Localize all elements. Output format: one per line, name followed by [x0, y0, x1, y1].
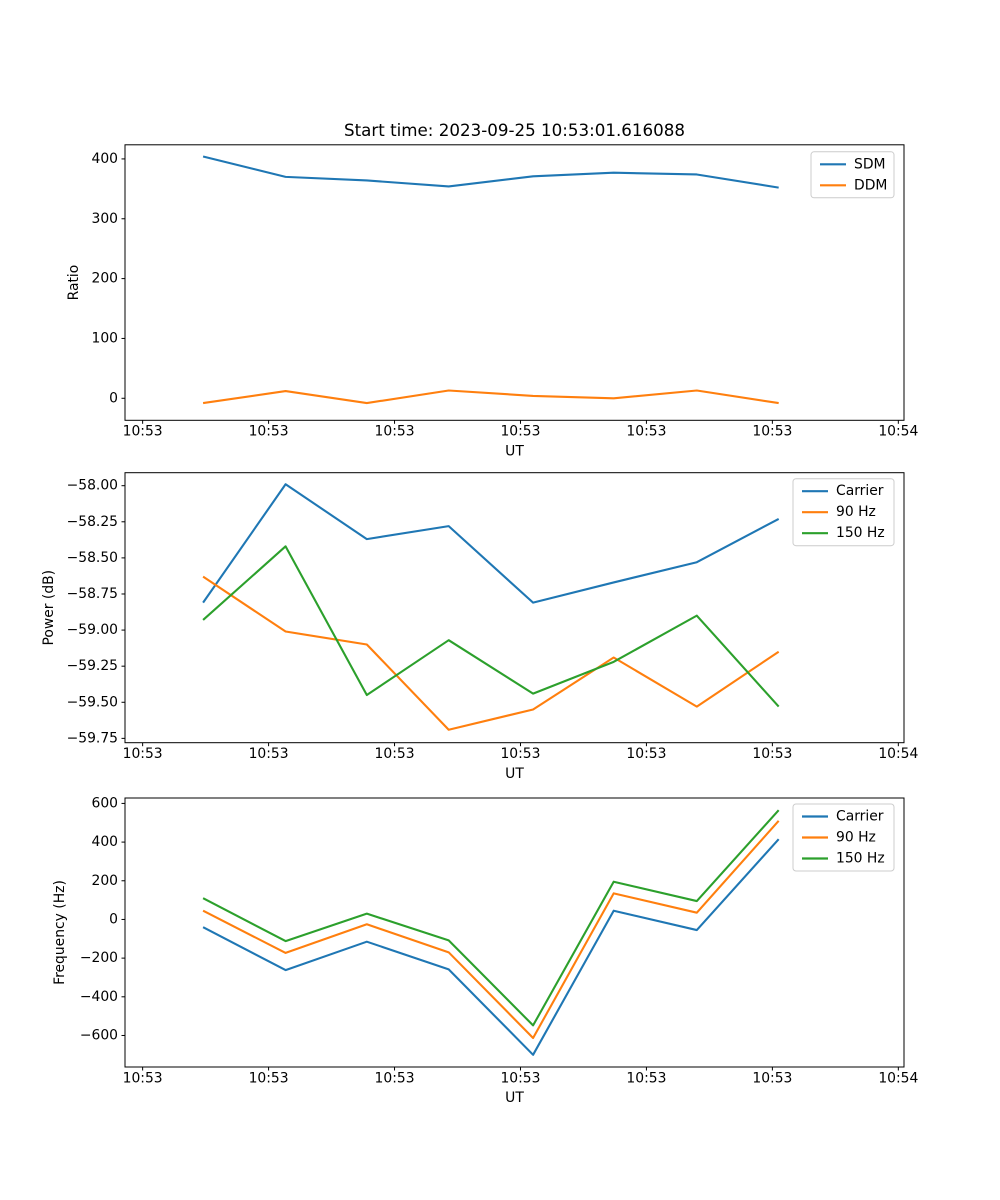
- y-tick-label: −59.50: [67, 694, 118, 710]
- figure-title: Start time: 2023-09-25 10:53:01.616088: [344, 120, 685, 140]
- x-tick-label: 10:53: [752, 1070, 792, 1086]
- x-tick-label: 10:53: [375, 746, 415, 762]
- y-tick-label: −58.25: [67, 514, 118, 530]
- y-tick-label: 200: [91, 271, 118, 287]
- legend: Carrier 90 Hz 150 Hz: [792, 478, 895, 547]
- series-line-ddm: [202, 389, 779, 405]
- x-tick-label: 10:53: [626, 746, 666, 762]
- y-tick-label: −59.75: [67, 730, 118, 746]
- x-tick-label: 10:53: [626, 424, 666, 440]
- y-tick-label: 400: [91, 834, 118, 850]
- legend-label: DDM: [854, 177, 887, 193]
- x-tick-label: 10:53: [752, 424, 792, 440]
- series-line-90-hz: [202, 820, 780, 1040]
- y-tick-label: −600: [80, 1027, 118, 1043]
- x-tick-label: 10:53: [249, 424, 289, 440]
- y-axis-label: Power (dB): [41, 570, 57, 646]
- legend-label: Carrier: [836, 483, 884, 499]
- legend-label: Carrier: [836, 809, 884, 825]
- x-tick-label: 10:53: [123, 424, 163, 440]
- y-tick-label: 300: [91, 211, 118, 227]
- x-tick-label: 10:53: [500, 424, 540, 440]
- series-line-150-hz: [202, 809, 780, 1027]
- series-line-150-hz: [202, 545, 780, 708]
- x-tick-label: 10:53: [375, 424, 415, 440]
- x-tick-label: 10:53: [249, 1070, 289, 1086]
- series-line-carrier: [202, 838, 780, 1056]
- power-plot: 10:53 10:53 10:53 10:53 10:53 10:53 10:54 −58.0…: [41, 472, 919, 782]
- x-tick-label: 10:54: [878, 1070, 918, 1086]
- y-tick-label: −59.25: [67, 658, 118, 674]
- y-tick-label: −200: [80, 950, 118, 966]
- legend-label: 150 Hz: [836, 851, 885, 867]
- y-tick-label: 600: [91, 795, 118, 811]
- y-tick-label: −400: [80, 989, 118, 1005]
- y-tick-label: 100: [91, 330, 118, 346]
- series-line-sdm: [202, 155, 779, 189]
- y-tick-label: −58.50: [67, 550, 118, 566]
- y-axis-label: Frequency (Hz): [52, 880, 68, 985]
- x-tick-label: 10:53: [123, 1070, 163, 1086]
- legend-box: [792, 478, 895, 547]
- series-line-90-hz: [202, 575, 780, 731]
- legend: SDM DDM: [810, 151, 895, 199]
- legend-label: SDM: [854, 156, 886, 172]
- x-axis-label: UT: [505, 766, 524, 782]
- x-tick-label: 10:53: [249, 746, 289, 762]
- frequency-plot: 10:53 10:53 10:53 10:53 10:53 10:53 10:54 600 40…: [52, 795, 919, 1106]
- x-axis-label: UT: [505, 443, 524, 459]
- x-tick-label: 10:53: [123, 746, 163, 762]
- x-axis-label: UT: [505, 1090, 524, 1106]
- x-tick-label: 10:53: [500, 746, 540, 762]
- legend-label: 150 Hz: [836, 525, 885, 541]
- y-tick-label: −58.75: [67, 586, 118, 602]
- axes-frame: [124, 472, 905, 744]
- axes-frame: [124, 797, 905, 1068]
- y-tick-label: −59.00: [67, 622, 118, 638]
- y-tick-label: −58.00: [67, 478, 118, 494]
- x-tick-label: 10:54: [878, 746, 918, 762]
- y-tick-label: 200: [91, 873, 118, 889]
- legend-box: [792, 803, 895, 872]
- y-tick-label: 0: [109, 911, 118, 927]
- x-tick-label: 10:53: [500, 1070, 540, 1086]
- x-tick-label: 10:53: [375, 1070, 415, 1086]
- legend-label: 90 Hz: [836, 504, 876, 520]
- y-tick-label: 400: [91, 151, 118, 167]
- axes-frame: [124, 144, 905, 421]
- y-tick-label: 0: [109, 390, 118, 406]
- legend: Carrier 90 Hz 150 Hz: [792, 803, 895, 872]
- ratio-plot: 10:53 10:53 10:53 10:53 10:53 10:53 10:54 0 100 2…: [66, 144, 919, 459]
- x-tick-label: 10:53: [752, 746, 792, 762]
- y-axis-label: Ratio: [66, 265, 82, 301]
- legend-label: 90 Hz: [836, 830, 876, 846]
- x-tick-label: 10:54: [878, 424, 918, 440]
- x-tick-label: 10:53: [626, 1070, 666, 1086]
- series-line-carrier: [202, 483, 780, 604]
